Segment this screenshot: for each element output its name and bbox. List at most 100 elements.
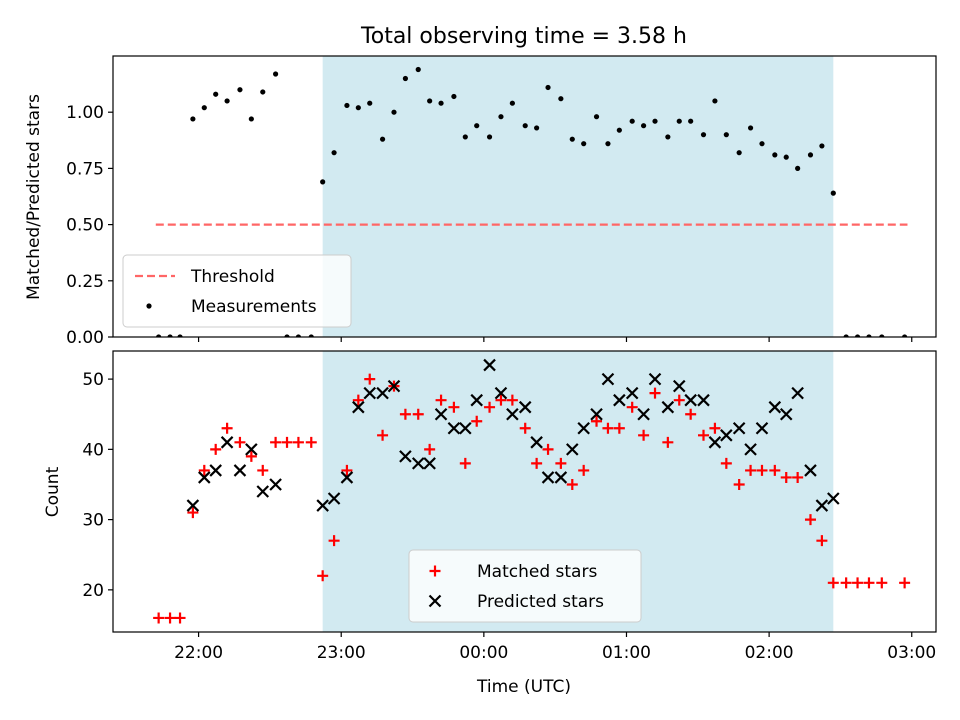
data-point — [411, 457, 425, 470]
data-point — [198, 464, 210, 476]
data-point — [391, 109, 397, 115]
data-point — [355, 105, 361, 111]
data-point — [187, 507, 199, 519]
data-point — [284, 334, 290, 337]
data-point — [424, 443, 436, 455]
data-point — [876, 577, 888, 589]
data-point — [518, 400, 532, 414]
data-point — [652, 118, 658, 124]
data-point — [542, 443, 554, 455]
data-point — [177, 334, 183, 337]
data-point — [281, 436, 293, 448]
data-point — [320, 179, 326, 185]
data-point — [558, 96, 564, 102]
data-point — [815, 499, 829, 512]
axes-frame — [112, 350, 937, 633]
data-point — [486, 134, 493, 140]
plot-area — [153, 358, 911, 624]
data-point — [402, 75, 409, 82]
data-point — [531, 457, 543, 469]
data-point — [899, 577, 911, 589]
data-point — [662, 436, 674, 448]
data-point — [649, 387, 661, 399]
x-axis-label: Time (UTC) — [476, 677, 571, 697]
data-point — [210, 443, 222, 455]
data-point — [245, 443, 258, 456]
data-point — [462, 134, 468, 140]
bottom-y-axis-label: Count — [43, 466, 63, 517]
data-point — [772, 152, 778, 158]
data-point — [769, 464, 781, 476]
data-point — [506, 394, 518, 406]
data-point — [164, 612, 176, 624]
data-point — [545, 84, 551, 91]
legend-label: Matched stars — [477, 562, 597, 582]
data-point — [509, 100, 515, 106]
y-tick-label: 20 — [82, 581, 104, 601]
data-point — [224, 98, 230, 104]
data-point — [755, 421, 769, 435]
data-point — [295, 334, 302, 337]
data-point — [438, 100, 444, 106]
data-point — [605, 141, 611, 147]
data-point — [578, 464, 590, 476]
data-point — [474, 123, 480, 129]
data-point — [613, 422, 625, 434]
data-point — [399, 450, 412, 463]
data-point — [843, 334, 849, 337]
data-point — [768, 400, 782, 414]
y-tick-label: 50 — [82, 370, 104, 390]
data-point — [863, 577, 875, 589]
y-tick-label: 0.75 — [66, 159, 104, 179]
observing-window-shade — [322, 56, 834, 337]
data-point — [759, 141, 765, 147]
legend: Threshold Measurements — [122, 254, 352, 328]
data-point — [399, 408, 411, 420]
data-point — [720, 457, 732, 469]
data-point — [174, 612, 186, 624]
data-point — [423, 457, 436, 470]
data-point — [448, 401, 460, 413]
data-point — [530, 436, 543, 449]
data-point — [698, 429, 710, 441]
data-point — [638, 429, 650, 441]
data-point — [156, 334, 162, 337]
x-tick-label: 01:00 — [602, 643, 651, 663]
data-point — [616, 127, 622, 133]
data-point — [637, 407, 650, 421]
data-point — [379, 136, 386, 142]
data-point — [732, 421, 746, 435]
data-point — [577, 421, 590, 435]
data-point — [292, 436, 304, 448]
data-point — [498, 114, 504, 120]
data-point — [879, 334, 885, 337]
data-point — [756, 464, 768, 476]
data-point — [747, 125, 754, 131]
data-point — [352, 400, 365, 414]
data-point — [780, 471, 792, 483]
data-point — [629, 118, 635, 124]
data-point — [591, 415, 603, 427]
data-point — [213, 91, 219, 97]
data-point — [625, 386, 639, 400]
data-point — [221, 422, 233, 434]
data-point — [684, 393, 697, 407]
data-point — [581, 141, 587, 147]
legend-box — [408, 549, 642, 623]
data-point — [471, 415, 483, 427]
data-point — [555, 457, 567, 469]
data-point — [613, 393, 626, 407]
data-point — [601, 372, 615, 386]
x-tick-label: 02:00 — [745, 643, 794, 663]
data-point — [816, 535, 828, 547]
data-point — [708, 436, 722, 449]
data-point — [377, 429, 389, 441]
data-point — [387, 379, 401, 393]
y-tick-label: 0.50 — [66, 216, 104, 236]
y-tick-label: 1.00 — [66, 103, 104, 123]
data-point — [676, 118, 682, 124]
data-point — [248, 116, 254, 122]
chart-title: Total observing time = 3.58 h — [360, 24, 687, 49]
data-point — [672, 379, 686, 393]
